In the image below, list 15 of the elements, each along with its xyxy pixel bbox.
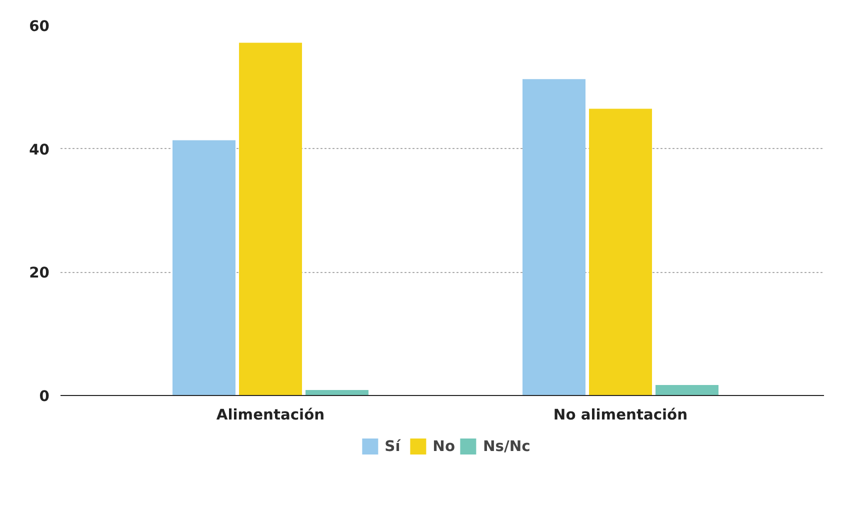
bar	[656, 385, 718, 396]
y-tick-label: 60	[29, 18, 50, 35]
legend-label: No	[432, 438, 456, 454]
legend-label: Sí	[384, 438, 402, 454]
bar	[306, 390, 368, 396]
y-tick-label: 40	[29, 141, 50, 158]
y-tick-label: 20	[29, 264, 50, 282]
x-tick-label: Alimentación	[216, 406, 325, 424]
x-tick-label: No alimentación	[553, 406, 688, 424]
bar	[172, 140, 236, 396]
bar	[522, 79, 586, 396]
bar	[589, 108, 652, 396]
bar	[239, 42, 302, 396]
legend-label: Ns/Nc	[483, 438, 530, 454]
y-tick-label: 0	[39, 388, 50, 405]
